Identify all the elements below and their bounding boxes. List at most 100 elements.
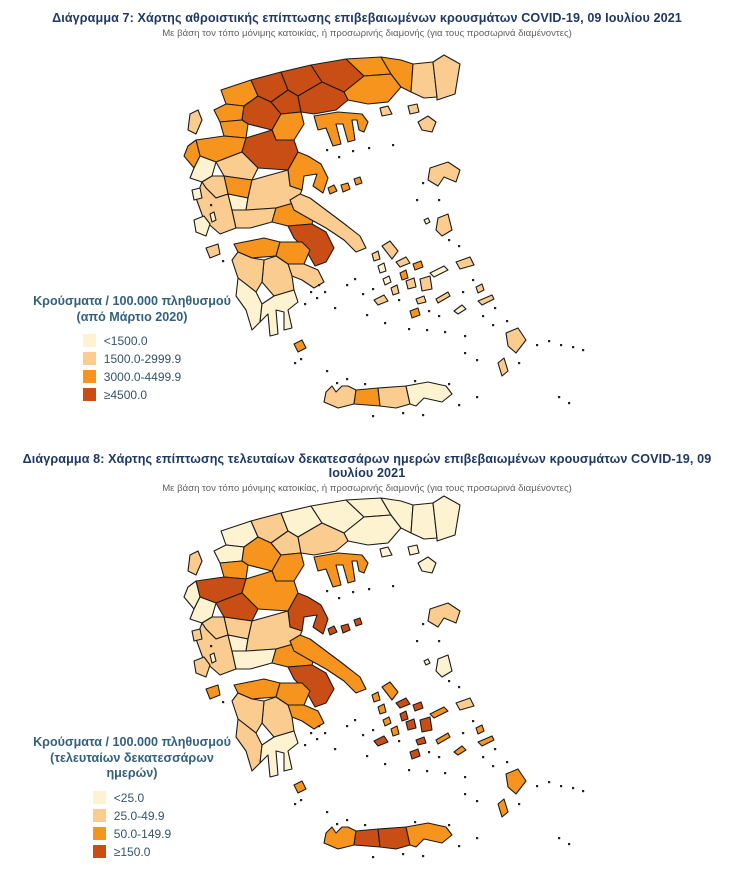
islet-dot: [336, 382, 339, 385]
region-lemnos: [417, 556, 437, 574]
greece-choropleth-map-cumulative: [183, 54, 585, 418]
islet-dot: [548, 340, 551, 343]
islet-dot: [494, 307, 497, 310]
legend-item: <1500.0: [82, 332, 181, 349]
region-syros: [399, 269, 409, 281]
region-kythnos: [377, 262, 387, 274]
legend-swatch: [82, 370, 96, 384]
islet-dot: [368, 147, 371, 150]
islet-dot: [482, 756, 485, 759]
islet-dot: [318, 725, 321, 728]
islet-dot: [558, 396, 561, 399]
region-thesprotia: [183, 139, 201, 169]
region-zakynthos: [205, 243, 221, 259]
region-kerkyra: [187, 550, 203, 576]
legend-items: <1500.0 1500.0-2999.9 3000.0-4499.9 ≥450…: [82, 331, 181, 404]
islet-dot: [560, 344, 563, 347]
region-rhodes: [505, 768, 527, 795]
figure-subtitle: Με βάση τον τόπο μόνιμης κατοικίας, ή πρ…: [162, 28, 572, 39]
islet-dot: [422, 182, 425, 185]
region-ios: [415, 736, 427, 746]
region-paros: [405, 277, 417, 290]
islet-dot: [572, 787, 575, 790]
region-grevena: [219, 560, 249, 580]
islet-dot: [548, 781, 551, 784]
region-lasithi: [405, 381, 453, 407]
region-thessaloniki: [297, 522, 349, 556]
region-paros: [405, 718, 417, 731]
islet-dot: [428, 751, 431, 754]
region-kos: [477, 735, 495, 747]
islet-dot: [426, 329, 429, 332]
map-legend-14day: Κρούσματα / 100.000 πληθυσμού (τελευταίω…: [26, 735, 238, 863]
islet-dot: [464, 776, 467, 779]
islet-dot: [458, 686, 461, 689]
islet-dot: [448, 383, 451, 386]
legend-item: ≥4500.0: [82, 386, 181, 403]
region-kalymnos: [475, 283, 485, 294]
islet-dot: [326, 590, 329, 593]
islet-dot: [316, 738, 319, 741]
islet-dot: [326, 149, 329, 152]
region-kythira: [293, 780, 307, 794]
islet-dot: [422, 414, 425, 417]
islet-dot: [506, 761, 509, 764]
region-grevena: [219, 119, 249, 139]
region-evia: [289, 193, 367, 253]
region-fokida: [231, 648, 277, 670]
region-magnisia: [353, 617, 363, 627]
islet-dot: [458, 404, 461, 407]
region-astypalea: [453, 745, 467, 756]
islet-dot: [354, 278, 357, 281]
islet-dot: [414, 380, 417, 383]
islet-dot: [222, 701, 225, 704]
islet-dot: [448, 680, 451, 683]
region-kos: [477, 294, 495, 306]
region-serifos: [382, 716, 392, 727]
region-kea: [371, 691, 381, 703]
region-lemnos: [417, 115, 437, 133]
islet-dot: [518, 803, 521, 806]
islet-dot: [384, 763, 387, 766]
islet-dot: [464, 352, 467, 355]
islet-dot: [408, 769, 411, 772]
islet-dot: [338, 156, 341, 159]
legend-item: 1500.0-2999.9: [82, 350, 181, 367]
region-tinos: [395, 697, 411, 709]
region-rethymno: [353, 387, 381, 407]
region-zakynthos: [205, 684, 221, 700]
islet-dot: [444, 772, 447, 775]
region-ios: [415, 295, 427, 305]
region-evros: [432, 495, 461, 542]
legend-items: <25.0 25.0-49.9 50.0-149.9 ≥150.0: [92, 788, 171, 861]
region-rodopi: [410, 502, 438, 540]
region-lefkada: [191, 628, 203, 642]
islet-dot: [366, 755, 369, 758]
region-thesprotia: [183, 580, 201, 610]
islet-dot: [472, 720, 475, 723]
islet-dot: [334, 748, 337, 751]
legend-swatch: [82, 388, 96, 402]
islet-dot: [324, 291, 327, 294]
islet-dot: [444, 331, 447, 334]
region-lesvos: [427, 602, 461, 628]
islet-dot: [476, 396, 479, 399]
islet-dot: [362, 293, 365, 296]
region-serifos: [382, 275, 392, 286]
region-lesvos: [427, 161, 461, 187]
region-kea: [371, 250, 381, 262]
islet-dot: [316, 297, 319, 300]
islet-dot: [422, 855, 425, 858]
region-kythnos: [377, 703, 387, 715]
region-chios: [435, 654, 453, 678]
region-chios: [435, 213, 453, 237]
islet-dot: [210, 204, 213, 207]
islet-dot: [310, 732, 313, 735]
region-fokida: [231, 207, 277, 229]
region-kastoria: [213, 544, 245, 564]
islet-dot: [364, 383, 367, 386]
figure-diagram-8: Διάγραμμα 8: Χάρτης επίπτωσης τελευταίων…: [0, 441, 734, 882]
islet-dot: [582, 349, 585, 352]
region-santorini: [409, 748, 421, 760]
